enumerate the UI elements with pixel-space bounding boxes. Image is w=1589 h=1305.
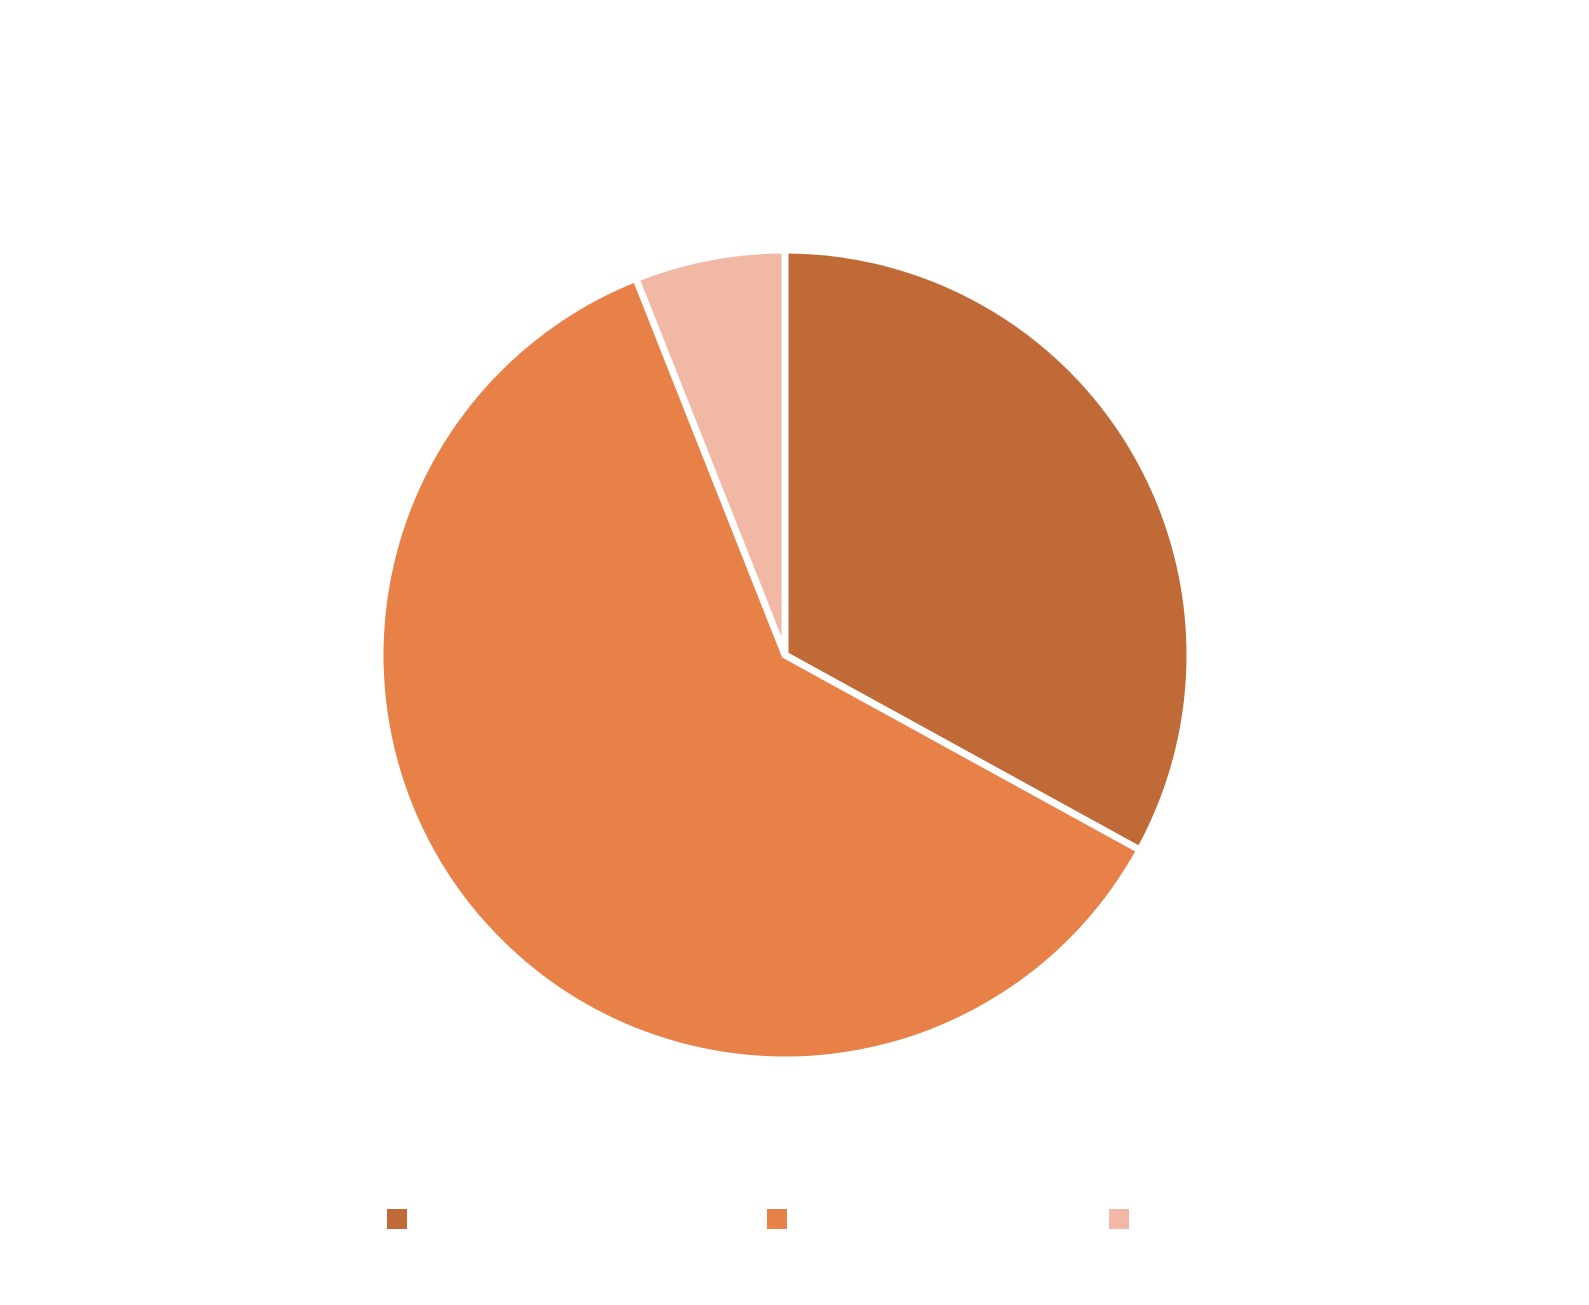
pie-slice-1 <box>781 246 1194 854</box>
legend-swatch-2 <box>767 1209 787 1229</box>
legend <box>387 1209 1129 1229</box>
legend-swatch-3 <box>1109 1209 1129 1229</box>
pie-slices <box>376 246 1194 1064</box>
pie-slice-3 <box>632 246 789 659</box>
legend-item-3 <box>1109 1209 1129 1229</box>
legend-swatch-1 <box>387 1209 407 1229</box>
legend-item-1 <box>387 1209 407 1229</box>
pie-slice-2 <box>376 274 1144 1064</box>
legend-item-2 <box>767 1209 787 1229</box>
